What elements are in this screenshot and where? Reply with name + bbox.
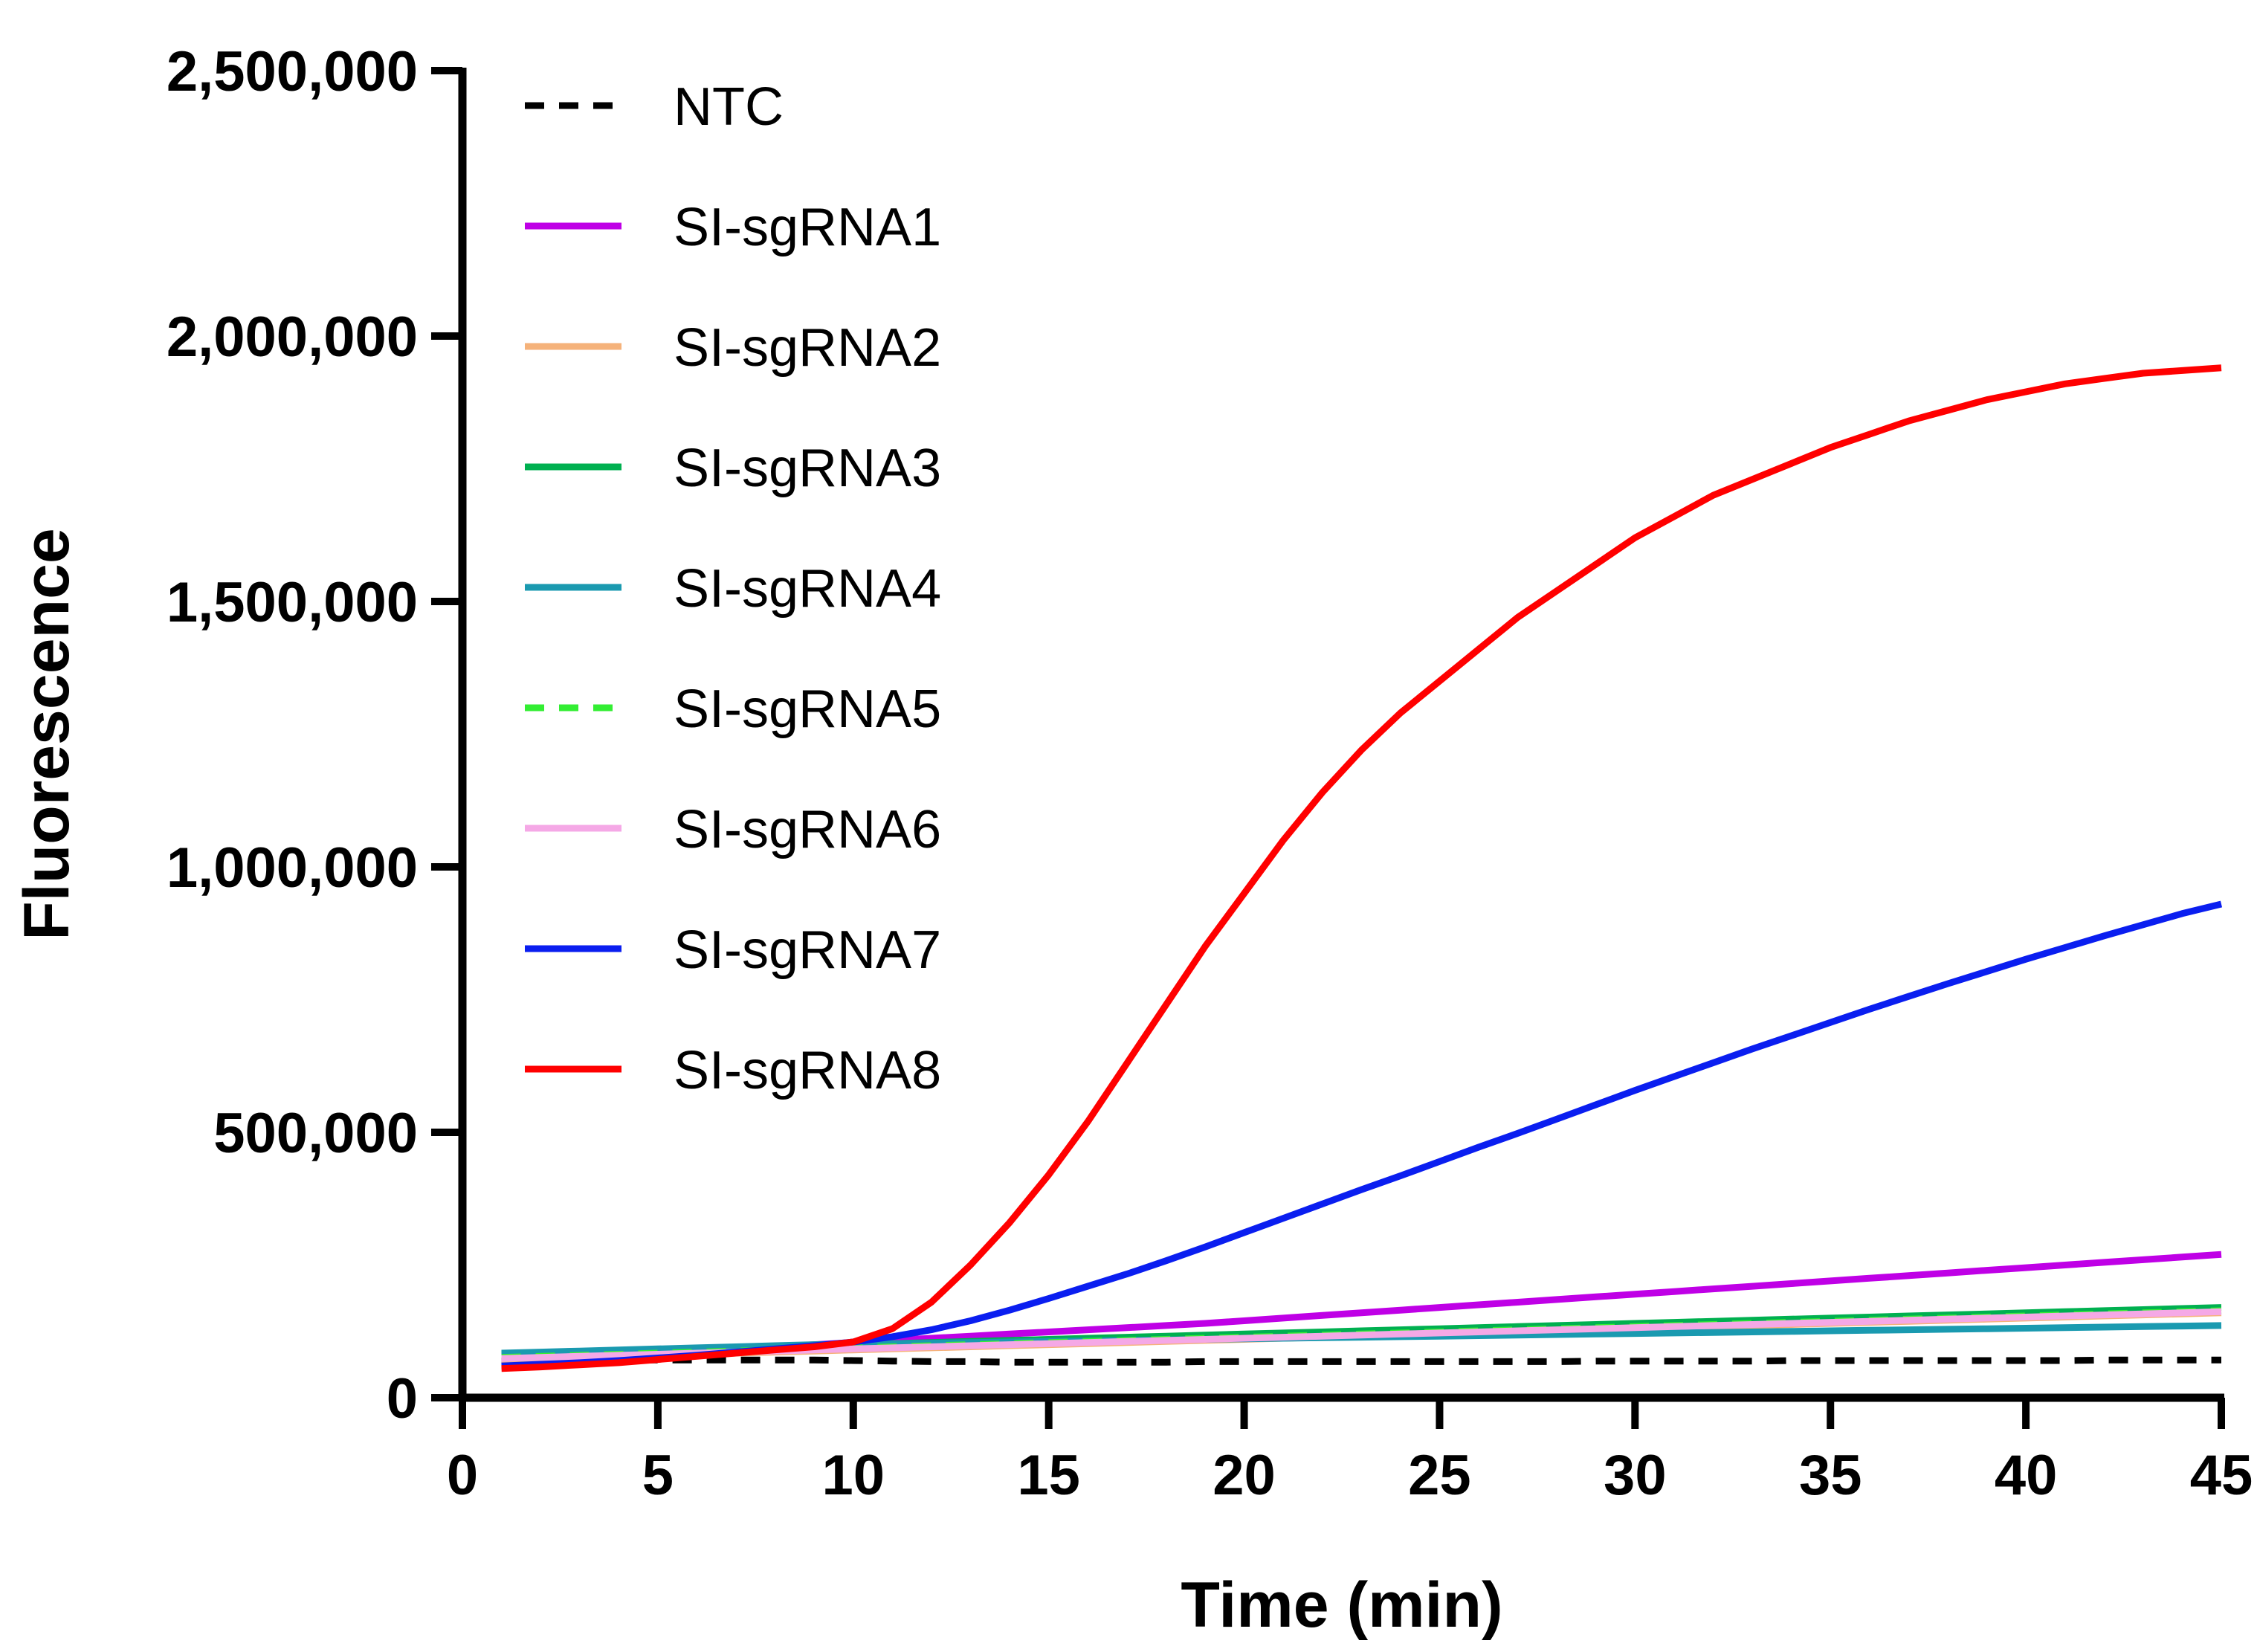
- series-line-si-sgrna8: [501, 364, 2222, 1372]
- x-tick-label: 25: [1408, 1444, 1471, 1507]
- x-tick-label: 15: [1017, 1444, 1080, 1507]
- legend: NTC SI-sgRNA1 SI-sgRNA2 SI-sgRNA3 SI-sgRNA4 S…: [525, 77, 941, 1100]
- y-tick-label: 2,500,000: [167, 40, 418, 103]
- y-tick-label: 1,000,000: [167, 836, 418, 900]
- x-tick-label: 10: [822, 1444, 885, 1507]
- x-tick-label: 20: [1213, 1444, 1276, 1507]
- x-tick-label: 35: [1799, 1444, 1862, 1507]
- y-tick-label: 500,000: [213, 1102, 418, 1165]
- legend-label: SI-sgRNA1: [674, 198, 941, 257]
- legend-label: SI-sgRNA3: [674, 439, 941, 498]
- axes-layer: 0 500,000 1,000,000 1,500,000 2,000,000 2,500…: [167, 40, 2253, 1507]
- legend-label: SI-sgRNA7: [674, 920, 941, 980]
- x-tick-label: 5: [642, 1444, 674, 1507]
- legend-label: SI-sgRNA6: [674, 800, 941, 859]
- series-line-ntc: [501, 1356, 2221, 1366]
- x-tick-label: 30: [1604, 1444, 1667, 1507]
- x-axis-title: Time (min): [1181, 1569, 1502, 1641]
- y-tick-label: 0: [387, 1367, 418, 1430]
- legend-label: SI-sgRNA8: [674, 1041, 941, 1100]
- series-layer: [501, 364, 2223, 1372]
- x-tick-label: 45: [2190, 1444, 2253, 1507]
- legend-label: SI-sgRNA4: [674, 559, 941, 619]
- x-tick-label: 40: [1995, 1444, 2058, 1507]
- legend-label: SI-sgRNA5: [674, 680, 941, 739]
- legend-label: NTC: [674, 77, 784, 137]
- y-tick-label: 1,500,000: [167, 571, 418, 634]
- legend-label: SI-sgRNA2: [674, 318, 941, 378]
- x-tick-label: 0: [447, 1444, 478, 1507]
- y-tick-label: 2,000,000: [167, 306, 418, 369]
- y-axis-title: Fluorescence: [11, 528, 83, 940]
